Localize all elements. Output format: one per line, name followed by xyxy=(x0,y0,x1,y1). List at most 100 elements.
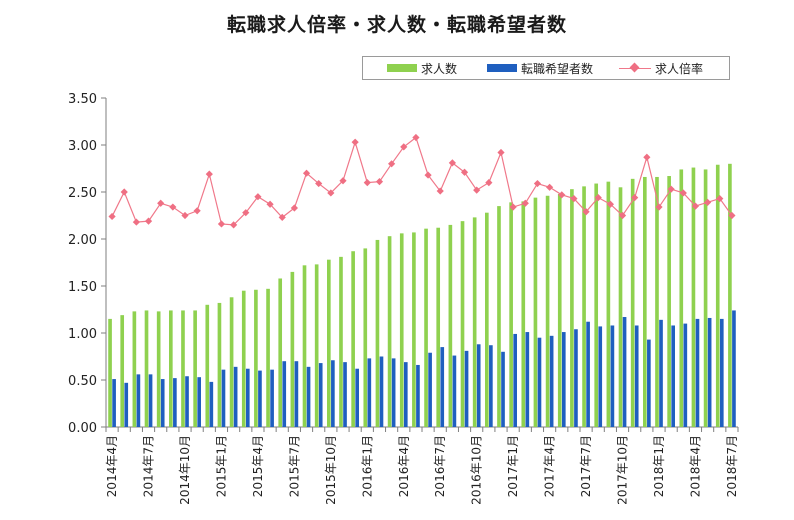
bar-job-openings xyxy=(327,259,331,427)
bar-job-openings xyxy=(156,311,161,427)
bar-job-openings xyxy=(290,271,295,427)
ratio-point xyxy=(108,212,116,221)
legend-swatch-ratio xyxy=(619,62,651,74)
bar-job-openings xyxy=(278,278,283,427)
bar-job-seekers xyxy=(355,368,359,427)
ratio-point xyxy=(716,194,724,203)
bar-job-openings xyxy=(108,318,112,427)
bar-job-seekers xyxy=(464,350,469,427)
bar-job-openings xyxy=(339,256,343,427)
bar-job-seekers xyxy=(695,318,700,427)
x-tick-label: 2017年10月 xyxy=(616,435,630,505)
x-tick-label: 2015年4月 xyxy=(251,435,265,497)
bar-job-openings xyxy=(254,289,258,427)
ratio-point xyxy=(643,153,651,161)
bar-job-seekers xyxy=(610,325,615,427)
ratio-point xyxy=(704,198,712,206)
ratio-point xyxy=(400,143,408,151)
bar-job-seekers xyxy=(294,361,299,427)
bar-job-seekers xyxy=(440,347,445,427)
legend: 求人数 転職希望者数 求人倍率 xyxy=(362,56,730,80)
ratio-point xyxy=(594,194,602,202)
x-tick-label: 2015年10月 xyxy=(324,435,338,505)
legend-item-job-openings: 求人数 xyxy=(387,57,457,79)
ratio-point xyxy=(132,218,140,226)
bar-job-openings xyxy=(533,197,538,427)
bar-job-seekers xyxy=(233,366,238,427)
bar-job-seekers xyxy=(586,321,590,427)
ratio-point xyxy=(120,188,128,196)
bar-job-seekers xyxy=(185,376,189,427)
ratio-point xyxy=(302,169,311,177)
bar-job-seekers xyxy=(707,317,712,427)
bars xyxy=(108,163,736,428)
y-tick-label: 3.50 xyxy=(68,92,97,107)
bar-job-openings xyxy=(728,163,732,428)
ratio-point xyxy=(230,221,238,229)
bar-job-seekers xyxy=(549,335,554,427)
bar-job-seekers xyxy=(403,362,408,427)
ratio-line xyxy=(108,133,736,229)
bar-job-openings xyxy=(521,201,526,427)
ratio-point xyxy=(473,186,481,194)
ratio-point xyxy=(521,199,529,207)
y-tick-label: 2.00 xyxy=(68,233,97,248)
bar-job-seekers xyxy=(525,332,530,427)
bar-job-seekers xyxy=(489,345,493,427)
ratio-point xyxy=(728,211,736,220)
ratio-point xyxy=(460,168,469,176)
bar-job-openings xyxy=(509,202,513,427)
bar-job-openings xyxy=(375,239,380,427)
y-tick-label: 0.00 xyxy=(68,421,97,436)
bar-job-openings xyxy=(448,224,453,427)
ratio-point xyxy=(485,179,493,187)
bar-job-seekers xyxy=(416,364,420,427)
bar-job-seekers xyxy=(513,333,517,427)
chart-title: 転職求人倍率・求人数・転職希望者数 xyxy=(226,14,567,36)
ratio-point xyxy=(388,160,396,168)
x-tick-label: 2014年4月 xyxy=(105,435,119,497)
bar-job-openings xyxy=(618,187,623,427)
bar-job-seekers xyxy=(622,317,627,427)
x-tick-label: 2015年7月 xyxy=(287,435,301,497)
bar-job-seekers xyxy=(160,379,165,427)
x-tick-label: 2018年1月 xyxy=(652,435,666,497)
x-tick-label: 2018年4月 xyxy=(688,435,702,497)
bar-job-seekers xyxy=(318,363,323,427)
bar-job-openings xyxy=(314,264,319,427)
x-tick-label: 2016年10月 xyxy=(470,435,484,505)
bar-job-openings xyxy=(351,251,355,427)
bar-job-openings xyxy=(266,288,270,427)
bar-job-openings xyxy=(497,206,501,427)
ratio-point xyxy=(558,191,566,199)
ratio-point xyxy=(667,185,675,193)
bar-job-openings xyxy=(387,236,392,427)
bar-job-openings xyxy=(715,164,720,428)
bar-job-seekers xyxy=(258,370,262,427)
bar-job-openings xyxy=(229,297,234,427)
bar-job-openings xyxy=(485,212,489,427)
bar-job-seekers xyxy=(343,362,347,427)
x-tick-label: 2017年7月 xyxy=(579,435,593,497)
bar-job-openings xyxy=(399,233,404,427)
ratio-point xyxy=(351,138,359,146)
bar-job-openings xyxy=(302,265,307,427)
ratio-point xyxy=(570,194,578,203)
ratio-point xyxy=(618,211,627,220)
bar-job-openings xyxy=(205,304,210,427)
bar-job-openings xyxy=(582,186,586,427)
bar-job-seekers xyxy=(306,366,311,427)
bar-job-openings xyxy=(460,221,465,427)
tick-labels: 0.00 0.50 1.00 1.50 2.00 2.50 3.00 3.50 2014年4月 2… xyxy=(68,92,739,505)
ratio-point xyxy=(655,203,663,211)
ratio-polyline xyxy=(111,136,733,226)
bar-job-openings xyxy=(436,227,441,427)
bar-job-seekers xyxy=(124,382,129,427)
ratio-point xyxy=(254,193,262,201)
ratio-point xyxy=(436,187,444,195)
bar-job-seekers xyxy=(148,374,153,427)
ratio-point xyxy=(412,133,420,142)
bar-job-openings xyxy=(472,217,477,427)
